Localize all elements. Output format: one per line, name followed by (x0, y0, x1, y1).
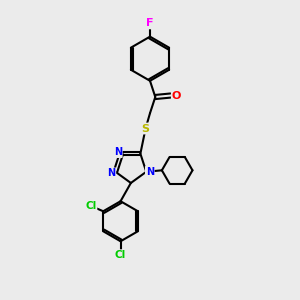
Text: N: N (114, 147, 122, 157)
Text: N: N (146, 167, 154, 177)
Text: Cl: Cl (85, 201, 97, 211)
Text: N: N (107, 168, 116, 178)
Text: F: F (146, 18, 154, 28)
Text: O: O (172, 91, 181, 100)
Text: Cl: Cl (115, 250, 126, 260)
Text: S: S (142, 124, 150, 134)
